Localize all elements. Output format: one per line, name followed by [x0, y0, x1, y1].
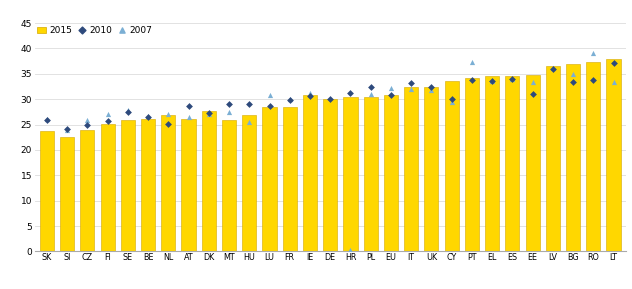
Point [528, 92, 538, 97]
Point [609, 60, 619, 65]
Point [609, 80, 619, 85]
Point [568, 72, 578, 76]
Point [264, 93, 274, 97]
Point [204, 112, 214, 116]
Bar [363, 97, 378, 251]
Bar [60, 137, 74, 251]
Point [346, 248, 356, 252]
Point [224, 102, 234, 107]
Point [102, 112, 112, 117]
Point [264, 103, 274, 108]
Bar [100, 124, 114, 251]
Bar [343, 97, 358, 251]
Legend: 2015, 2010, 2007: 2015, 2010, 2007 [35, 24, 154, 37]
Bar [323, 99, 337, 251]
Bar [242, 115, 257, 251]
Point [123, 110, 133, 114]
Point [588, 51, 599, 55]
Bar [262, 107, 277, 251]
Point [548, 67, 558, 72]
Point [143, 114, 153, 118]
Point [82, 117, 92, 122]
Point [346, 91, 356, 95]
Point [82, 122, 92, 127]
Point [62, 126, 72, 131]
Bar [40, 131, 54, 251]
Point [406, 81, 416, 85]
Point [427, 85, 437, 89]
Point [284, 97, 295, 101]
Point [467, 78, 477, 83]
Point [62, 127, 72, 132]
Point [305, 90, 315, 95]
Bar [505, 76, 520, 251]
Point [467, 59, 477, 64]
Point [447, 99, 457, 104]
Point [487, 79, 497, 84]
Point [507, 77, 518, 82]
Point [183, 104, 193, 109]
Bar [181, 118, 196, 251]
Point [588, 78, 599, 83]
Point [386, 86, 396, 90]
Point [244, 102, 254, 107]
Bar [424, 87, 439, 251]
Bar [444, 81, 459, 251]
Bar [161, 116, 176, 251]
Point [183, 115, 193, 119]
Bar [465, 78, 479, 251]
Point [507, 77, 518, 81]
Point [163, 112, 173, 116]
Bar [607, 59, 621, 251]
Bar [222, 120, 236, 251]
Point [163, 121, 173, 126]
Point [386, 92, 396, 97]
Bar [586, 62, 600, 251]
Point [366, 92, 376, 97]
Bar [566, 64, 580, 251]
Point [406, 87, 416, 91]
Bar [404, 87, 418, 251]
Point [427, 88, 437, 92]
Point [204, 111, 214, 116]
Point [447, 97, 457, 101]
Point [42, 117, 52, 122]
Point [224, 110, 234, 115]
Point [305, 93, 315, 98]
Point [284, 98, 295, 103]
Point [244, 119, 254, 124]
Point [325, 97, 335, 101]
Bar [121, 120, 135, 251]
Point [42, 117, 52, 121]
Bar [202, 111, 216, 251]
Point [366, 85, 376, 89]
Bar [525, 75, 540, 251]
Point [528, 80, 538, 84]
Point [548, 65, 558, 70]
Point [487, 79, 497, 83]
Bar [141, 118, 155, 251]
Bar [546, 66, 560, 251]
Point [102, 118, 112, 123]
Bar [485, 76, 499, 251]
Point [123, 108, 133, 112]
Point [568, 80, 578, 85]
Bar [384, 95, 398, 251]
Bar [283, 107, 297, 251]
Bar [80, 130, 94, 251]
Bar [303, 95, 317, 251]
Point [143, 115, 153, 119]
